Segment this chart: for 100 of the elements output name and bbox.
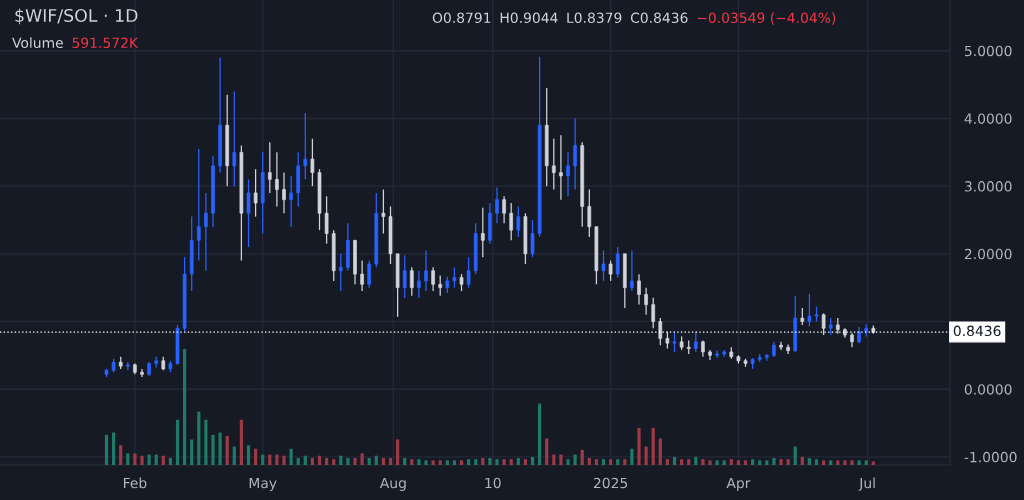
bar bbox=[616, 459, 620, 465]
candlestick bbox=[615, 246, 620, 279]
bar bbox=[601, 459, 606, 465]
bar bbox=[275, 454, 279, 465]
bar bbox=[289, 448, 293, 465]
bar bbox=[424, 460, 428, 465]
bar bbox=[715, 460, 719, 465]
bar bbox=[829, 460, 833, 465]
y-tick-label: 2.0000 bbox=[964, 248, 1012, 260]
annotation: C0.8436 bbox=[630, 12, 688, 24]
bar bbox=[403, 458, 407, 465]
candlestick bbox=[466, 256, 471, 289]
bar bbox=[609, 459, 613, 465]
bar bbox=[516, 458, 520, 465]
candlestick bbox=[551, 138, 556, 191]
candlestick bbox=[196, 148, 201, 262]
candlestick bbox=[438, 274, 443, 297]
bar bbox=[104, 434, 109, 465]
candlestick bbox=[381, 188, 386, 235]
bar bbox=[488, 458, 492, 465]
y-tick-label: 0.0000 bbox=[964, 384, 1012, 395]
bar bbox=[126, 453, 130, 465]
bar bbox=[459, 460, 464, 465]
candlestick bbox=[566, 151, 570, 197]
candlestick bbox=[573, 117, 577, 191]
bar bbox=[665, 459, 670, 465]
bar bbox=[431, 460, 435, 465]
candlestick bbox=[779, 341, 783, 351]
bar bbox=[751, 459, 755, 465]
candlestick bbox=[644, 287, 648, 316]
bar bbox=[310, 458, 314, 465]
bar bbox=[800, 456, 804, 465]
y-tick-label: 3.0000 bbox=[964, 181, 1012, 192]
bar bbox=[843, 460, 847, 465]
bar bbox=[772, 458, 776, 465]
candlestick bbox=[289, 175, 293, 228]
bar bbox=[147, 454, 151, 465]
bar bbox=[168, 458, 172, 465]
candlestick bbox=[587, 188, 592, 238]
candlestick bbox=[282, 171, 286, 214]
bar bbox=[239, 419, 243, 465]
bar bbox=[332, 459, 336, 465]
chart-title: $WIF/SOL · 1D bbox=[15, 8, 138, 25]
candlestick bbox=[417, 270, 421, 299]
bar bbox=[438, 460, 442, 465]
bar bbox=[445, 460, 449, 465]
bar bbox=[765, 460, 769, 465]
candlestick bbox=[275, 151, 279, 208]
bar bbox=[232, 446, 236, 465]
bar bbox=[261, 454, 265, 465]
bar bbox=[396, 439, 400, 465]
bar bbox=[687, 459, 691, 465]
bar bbox=[743, 460, 748, 465]
candlestick bbox=[480, 207, 485, 258]
bar bbox=[509, 459, 513, 465]
bar bbox=[530, 456, 535, 465]
candlestick bbox=[509, 202, 514, 241]
x-tick-label: Jul bbox=[858, 477, 875, 491]
candlestick bbox=[402, 254, 407, 299]
bar bbox=[140, 455, 144, 465]
bar bbox=[211, 434, 215, 465]
bar bbox=[175, 419, 180, 465]
bar bbox=[282, 455, 286, 465]
bar bbox=[225, 436, 229, 465]
candlestick bbox=[232, 90, 237, 187]
candlestick bbox=[360, 259, 364, 292]
bar bbox=[701, 459, 705, 465]
candlestick bbox=[204, 192, 208, 272]
candlestick bbox=[672, 331, 677, 353]
bar bbox=[559, 454, 563, 465]
bar bbox=[197, 411, 201, 465]
bar bbox=[864, 460, 868, 465]
y-tick-label: -1.0000 bbox=[964, 451, 1017, 463]
bar bbox=[388, 458, 393, 465]
bar bbox=[623, 459, 627, 465]
bar bbox=[353, 458, 357, 465]
candlestick bbox=[530, 219, 535, 258]
bar bbox=[360, 453, 364, 465]
bar bbox=[417, 459, 421, 465]
bar bbox=[481, 458, 485, 465]
bar bbox=[545, 438, 549, 465]
bar bbox=[346, 458, 350, 465]
bar bbox=[133, 453, 137, 465]
bar bbox=[381, 458, 386, 465]
x-tick-label: Feb bbox=[123, 477, 147, 489]
bar bbox=[325, 458, 329, 465]
candlestick bbox=[637, 273, 641, 306]
bar bbox=[246, 445, 251, 465]
candlestick bbox=[821, 312, 826, 336]
bar bbox=[786, 459, 790, 465]
candlestick bbox=[608, 259, 613, 282]
bar bbox=[538, 403, 542, 465]
bar bbox=[452, 460, 457, 465]
annotation: O0.8791 bbox=[432, 12, 491, 24]
bar bbox=[722, 460, 726, 465]
bar bbox=[204, 419, 208, 465]
candlestick bbox=[630, 249, 634, 292]
candlestick bbox=[246, 178, 251, 248]
bar bbox=[374, 455, 378, 465]
bar bbox=[467, 459, 471, 465]
